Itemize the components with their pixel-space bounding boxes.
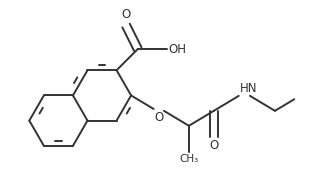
Text: HN: HN [240,82,257,95]
Text: O: O [209,139,218,152]
Text: O: O [121,8,131,21]
Text: OH: OH [169,43,187,56]
Text: O: O [155,111,164,124]
Text: CH₃: CH₃ [179,154,199,164]
